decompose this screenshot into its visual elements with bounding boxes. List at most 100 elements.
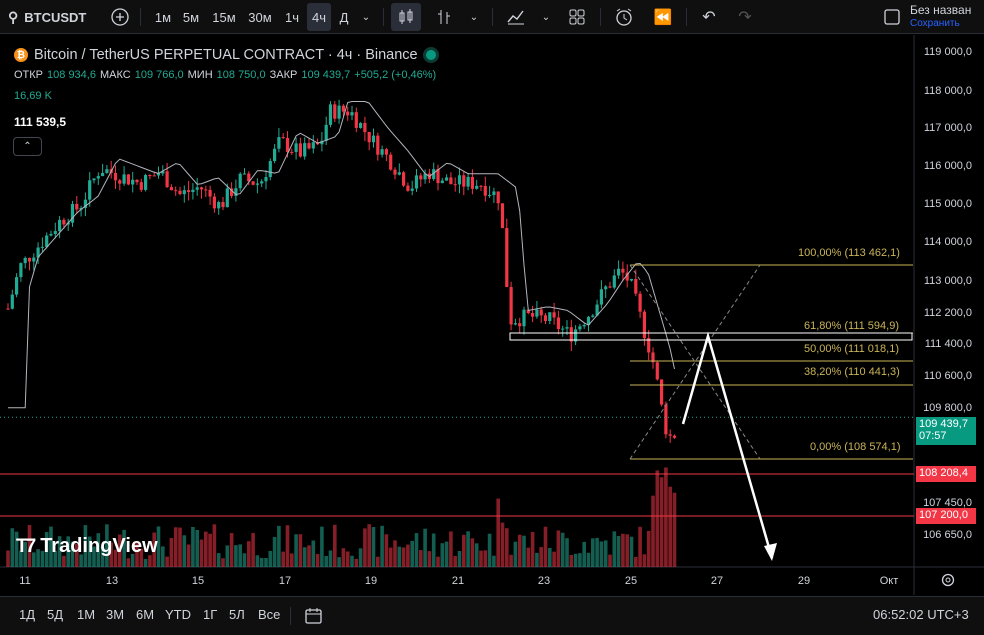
- interval-1h[interactable]: 1ч: [284, 9, 299, 25]
- volume-bar: [328, 550, 333, 567]
- range-3m[interactable]: 3М: [106, 607, 125, 622]
- candle-body: [70, 203, 75, 223]
- square-icon: [884, 9, 900, 25]
- interval-dropdown-icon[interactable]: ⌄: [361, 11, 371, 23]
- indicators-dropdown-icon[interactable]: ⌄: [541, 11, 551, 23]
- chevron-up-icon: ⌃: [23, 141, 32, 152]
- range-ytd[interactable]: YTD: [165, 607, 191, 622]
- price-tick: 119 000,0: [923, 46, 972, 58]
- candle-body: [161, 171, 165, 174]
- candle-body: [457, 175, 462, 185]
- candle-body: [307, 143, 311, 149]
- candle-body: [174, 190, 178, 192]
- candle-body: [535, 309, 539, 317]
- alert-button[interactable]: [610, 0, 638, 34]
- range-all[interactable]: Все: [258, 607, 281, 622]
- volume-bar: [75, 543, 79, 567]
- interval-5m[interactable]: 5м: [182, 9, 200, 25]
- chart-pane[interactable]: [0, 35, 984, 595]
- candle-body: [264, 177, 268, 182]
- symbol-search-button[interactable]: ⚲ BTCUSDT: [8, 0, 104, 34]
- current-price-value: 109 439,7: [919, 418, 968, 430]
- candle-body: [414, 175, 419, 189]
- range-5d[interactable]: 5Д: [47, 607, 64, 622]
- price-tick: 114 000,0: [923, 236, 972, 248]
- candle-body: [561, 328, 565, 330]
- candle-body: [105, 169, 109, 173]
- volume-bar: [509, 554, 513, 567]
- candle-body: [410, 188, 414, 191]
- range-1d[interactable]: 1Д: [19, 607, 36, 622]
- chart-type-dropdown-icon[interactable]: ⌄: [469, 11, 479, 23]
- volume-bar: [496, 498, 500, 567]
- range-6m[interactable]: 6М: [136, 607, 155, 622]
- volume-bar: [410, 540, 414, 567]
- interval-1m[interactable]: 1м: [154, 9, 172, 25]
- divider: [290, 607, 291, 625]
- candle-body: [565, 327, 569, 329]
- candle-body: [599, 289, 603, 305]
- redo-button[interactable]: ↷: [732, 0, 758, 34]
- time-tick: 17: [278, 575, 292, 587]
- collapse-legend-button[interactable]: ⌃: [13, 137, 42, 156]
- interval-15m[interactable]: 15м: [212, 9, 236, 25]
- goto-date-button[interactable]: [303, 605, 325, 627]
- volume-bar: [548, 547, 552, 567]
- volume-bar: [152, 532, 156, 567]
- candle-body: [27, 257, 32, 262]
- price-tick: 115 000,0: [923, 198, 972, 210]
- candle-body: [247, 173, 251, 182]
- bar-chart-type-button[interactable]: [432, 0, 456, 34]
- chart-settings-button[interactable]: [939, 571, 957, 589]
- volume-bar: [109, 542, 113, 567]
- candle-body: [169, 187, 173, 191]
- replay-button[interactable]: ⏪: [650, 0, 676, 34]
- candle-body: [346, 111, 350, 116]
- candle-body: [156, 173, 161, 176]
- divider: [492, 8, 493, 26]
- interval-4h[interactable]: 4ч: [307, 3, 331, 31]
- layout-grid-button[interactable]: [564, 0, 590, 34]
- range-5y[interactable]: 5Л: [229, 607, 245, 622]
- volume-bar: [376, 556, 380, 567]
- volume-bar: [14, 531, 19, 567]
- bars-icon: [438, 10, 450, 24]
- volume-bar: [479, 550, 483, 567]
- candle-body: [311, 142, 315, 149]
- interval-30m[interactable]: 30м: [248, 9, 272, 25]
- volume-bar: [100, 546, 105, 567]
- fullscreen-button[interactable]: [880, 0, 904, 34]
- range-1m[interactable]: 1М: [77, 607, 96, 622]
- projection-line: [629, 264, 761, 460]
- volume-bar: [247, 541, 251, 567]
- range-1y[interactable]: 1Г: [203, 607, 218, 622]
- price-tick: 106 650,0: [923, 529, 972, 541]
- price-tick: 117 000,0: [923, 122, 972, 134]
- undo-button[interactable]: ↶: [696, 0, 722, 34]
- candle-body: [79, 207, 83, 210]
- indicators-button[interactable]: [502, 0, 530, 34]
- volume-bar: [388, 547, 393, 567]
- add-symbol-button[interactable]: [108, 0, 132, 34]
- volume-bar: [44, 531, 49, 567]
- volume-bar: [363, 528, 367, 567]
- volume-bar: [118, 534, 122, 567]
- volume-bar: [62, 555, 66, 567]
- layout-name-button[interactable]: Без назван Сохранить: [910, 4, 984, 32]
- candle-body: [384, 149, 388, 155]
- volume-bar: [87, 536, 92, 567]
- candle-body: [638, 293, 642, 312]
- clock-timezone[interactable]: 06:52:02 UTC+3: [873, 607, 969, 622]
- volume-bar: [182, 535, 187, 567]
- chart-canvas[interactable]: [0, 35, 984, 595]
- candle-body: [389, 154, 393, 170]
- time-tick: 21: [451, 575, 465, 587]
- volume-bar: [427, 551, 432, 567]
- volume-bar: [320, 526, 324, 567]
- candles-chart-type-button[interactable]: [391, 3, 421, 31]
- candle-body: [393, 169, 397, 175]
- candle-body: [281, 137, 285, 139]
- volume-bar: [543, 526, 548, 567]
- volume-bar: [281, 551, 285, 567]
- interval-1d[interactable]: Д: [339, 9, 349, 25]
